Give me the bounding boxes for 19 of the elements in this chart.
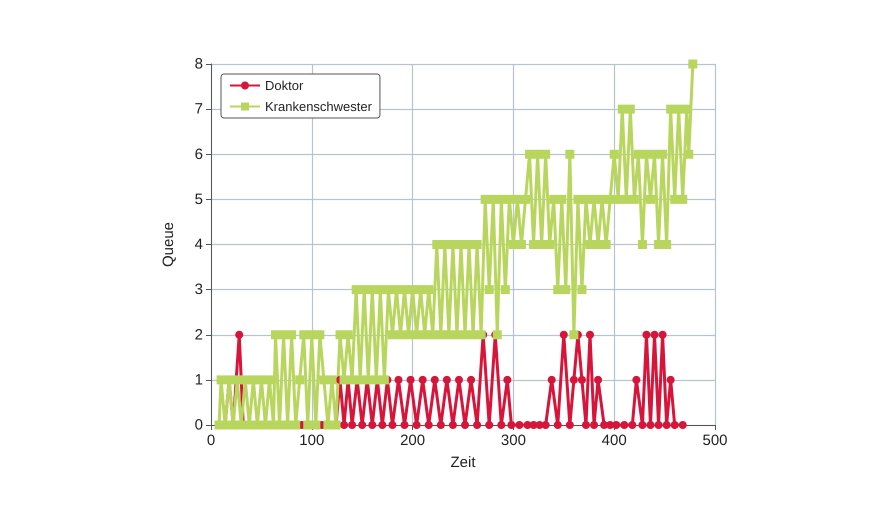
x-axis-title: Zeit	[450, 454, 476, 471]
y-tick-label: 8	[194, 56, 203, 72]
y-tick-label: 1	[194, 371, 203, 388]
y-tick-label: 4	[194, 236, 203, 253]
y-axis-title: Queue	[160, 222, 177, 268]
x-tick-label: 300	[500, 432, 526, 449]
y-tick-label: 6	[194, 146, 203, 163]
y-tick-label: 0	[194, 416, 203, 434]
y-tick-label: 3	[194, 281, 203, 298]
x-tick-label: 0	[206, 432, 216, 449]
y-tick-label: 5	[194, 190, 203, 208]
legend-label: Doktor	[265, 78, 304, 93]
y-tick-label: 7	[194, 100, 203, 118]
x-tick-label: 500	[702, 432, 728, 449]
x-tick-label: 100	[299, 432, 324, 449]
y-tick-label: 2	[194, 326, 203, 344]
legend-label: Krankenschwester	[265, 99, 373, 114]
x-tick-label: 200	[400, 432, 426, 449]
x-tick-label: 400	[602, 432, 627, 449]
